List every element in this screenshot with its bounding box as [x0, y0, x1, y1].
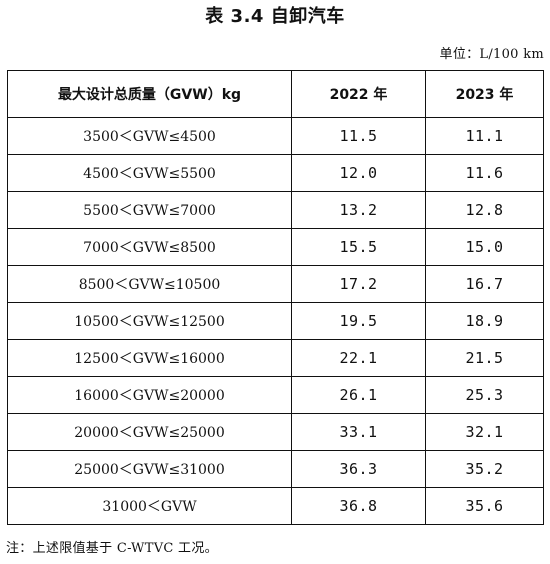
header-2023: 2023 年: [425, 70, 544, 118]
fuel-limit-table: 最大设计总质量（GVW）kg 2022 年 2023 年 3500＜GVW≤45…: [7, 70, 544, 525]
value-2022-cell: 17.2: [291, 265, 426, 303]
value-2022-cell: 22.1: [291, 339, 426, 377]
table-row: 12500＜GVW≤16000 22.1 21.5: [7, 339, 544, 377]
value-2022-cell: 19.5: [291, 302, 426, 340]
value-2023-cell: 21.5: [425, 339, 544, 377]
value-2023-cell: 16.7: [425, 265, 544, 303]
gvw-range-cell: 25000＜GVW≤31000: [7, 450, 292, 488]
value-2023-cell: 18.9: [425, 302, 544, 340]
gvw-range-cell: 7000＜GVW≤8500: [7, 228, 292, 266]
table-row: 3500＜GVW≤4500 11.5 11.1: [7, 117, 544, 155]
table-row: 4500＜GVW≤5500 12.0 11.6: [7, 154, 544, 192]
gvw-range-cell: 31000＜GVW: [7, 487, 292, 525]
value-2023-cell: 35.2: [425, 450, 544, 488]
value-2023-cell: 35.6: [425, 487, 544, 525]
table-title: 表 3.4 自卸汽车: [205, 6, 345, 27]
table-row: 31000＜GVW 36.8 35.6: [7, 487, 544, 525]
value-2023-cell: 32.1: [425, 413, 544, 451]
value-2022-cell: 33.1: [291, 413, 426, 451]
value-2023-cell: 12.8: [425, 191, 544, 229]
value-2022-cell: 36.8: [291, 487, 426, 525]
footnote: 注：上述限值基于 C-WTVC 工况。: [6, 541, 218, 556]
table-row: 7000＜GVW≤8500 15.5 15.0: [7, 228, 544, 266]
table-row: 25000＜GVW≤31000 36.3 35.2: [7, 450, 544, 488]
value-2023-cell: 11.1: [425, 117, 544, 155]
value-2022-cell: 13.2: [291, 191, 426, 229]
gvw-range-cell: 16000＜GVW≤20000: [7, 376, 292, 414]
header-gvw: 最大设计总质量（GVW）kg: [7, 70, 292, 118]
gvw-range-cell: 4500＜GVW≤5500: [7, 154, 292, 192]
table-row: 8500＜GVW≤10500 17.2 16.7: [7, 265, 544, 303]
header-row: 最大设计总质量（GVW）kg 2022 年 2023 年: [7, 70, 544, 118]
unit-label: 单位：L/100 km: [439, 47, 544, 62]
value-2022-cell: 15.5: [291, 228, 426, 266]
gvw-range-cell: 5500＜GVW≤7000: [7, 191, 292, 229]
gvw-range-cell: 20000＜GVW≤25000: [7, 413, 292, 451]
value-2022-cell: 26.1: [291, 376, 426, 414]
table-row: 20000＜GVW≤25000 33.1 32.1: [7, 413, 544, 451]
gvw-range-cell: 8500＜GVW≤10500: [7, 265, 292, 303]
value-2023-cell: 11.6: [425, 154, 544, 192]
table-row: 10500＜GVW≤12500 19.5 18.9: [7, 302, 544, 340]
value-2023-cell: 25.3: [425, 376, 544, 414]
value-2023-cell: 15.0: [425, 228, 544, 266]
table-row: 16000＜GVW≤20000 26.1 25.3: [7, 376, 544, 414]
header-2022: 2022 年: [291, 70, 426, 118]
gvw-range-cell: 10500＜GVW≤12500: [7, 302, 292, 340]
value-2022-cell: 11.5: [291, 117, 426, 155]
table-row: 5500＜GVW≤7000 13.2 12.8: [7, 191, 544, 229]
gvw-range-cell: 3500＜GVW≤4500: [7, 117, 292, 155]
gvw-range-cell: 12500＜GVW≤16000: [7, 339, 292, 377]
value-2022-cell: 12.0: [291, 154, 426, 192]
value-2022-cell: 36.3: [291, 450, 426, 488]
